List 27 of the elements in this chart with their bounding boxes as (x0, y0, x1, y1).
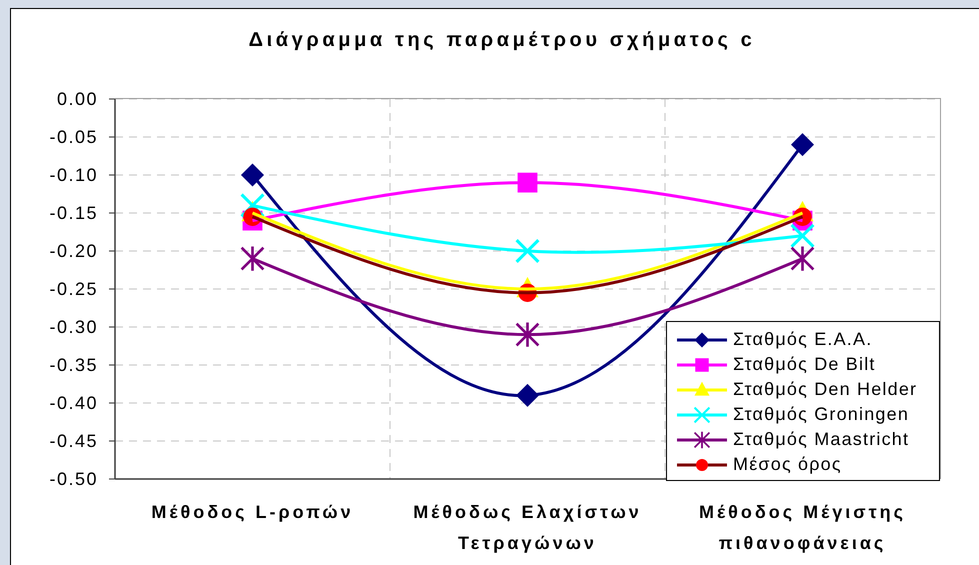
legend-label: Σταθμός Groningen (733, 404, 910, 425)
legend-label: Σταθμός Maastricht (733, 429, 910, 450)
chart-title: Διάγραμμα της παραμέτρου σχήματος c (248, 29, 756, 51)
y-tick-label: -0.10 (49, 165, 98, 185)
y-tick-label: -0.25 (49, 279, 98, 299)
y-tick-label: -0.05 (49, 127, 98, 147)
legend-label: Μέσος όρος (733, 454, 842, 475)
point (241, 164, 264, 186)
legend-label: Σταθμός Ε.Α.Α. (733, 329, 872, 350)
y-tick-label: -0.20 (49, 241, 98, 261)
y-tick-label: -0.50 (49, 469, 98, 489)
point (240, 246, 264, 271)
y-tick-label: -0.35 (49, 355, 98, 375)
y-tick-label: -0.30 (49, 317, 98, 337)
x-tick-label: Μέθοδως Ελαχίστων Τετραγώνων (413, 502, 642, 553)
y-tick-label: 0.00 (56, 89, 98, 109)
legend-label: Σταθμός De Bilt (733, 354, 876, 375)
point (790, 246, 814, 271)
y-tick-label: -0.45 (49, 431, 98, 451)
point (516, 239, 540, 263)
y-tick-label: -0.40 (49, 393, 98, 413)
point (516, 322, 540, 347)
x-tick-label: Μέθοδος Μέγιστης πιθανοφάνειας (699, 502, 906, 553)
legend-label: Σταθμός Den Helder (733, 379, 918, 400)
y-tick-label: -0.15 (49, 203, 98, 223)
point (791, 133, 814, 156)
x-tick-label: Μέθοδος L-ροπών (151, 502, 354, 522)
